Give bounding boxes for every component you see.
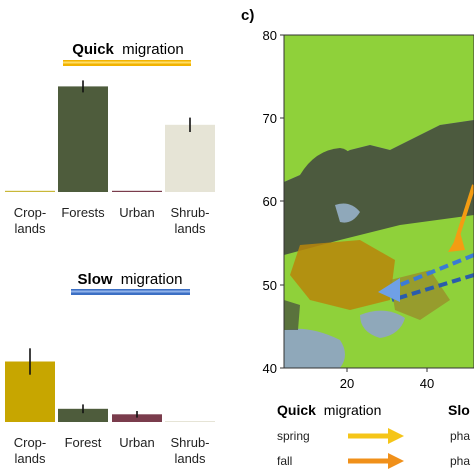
map-y-tick-label: 80 (263, 28, 277, 43)
slow-bar-1 (58, 408, 108, 422)
panel-c-label: c) (241, 7, 254, 24)
slow-tick-label-0: lands (14, 451, 46, 466)
slow-title-bold: Slow (78, 271, 113, 288)
map-black-sea (360, 310, 405, 338)
quick-arrow-head (448, 232, 465, 252)
slow-migration-chart: Slow migration Crop-lands Forest Urban Shru… (5, 271, 215, 466)
quick-tick-label-3: lands (174, 221, 206, 236)
quick-bar-0 (5, 190, 55, 192)
legend-quick-bold: Quick (277, 402, 316, 418)
quick-title-rest: migration (122, 41, 184, 58)
slow-title-rest: migration (121, 271, 183, 288)
quick-spring-arrow (453, 184, 474, 246)
slow-tick-label-2: Urban (119, 435, 154, 450)
quick-tick-label-2: Urban (119, 205, 154, 220)
slow-tick-label-3: lands (174, 451, 206, 466)
slow-arrow-head (378, 278, 400, 302)
slow-bar-3 (165, 421, 215, 422)
map-cropland-europe (290, 240, 395, 310)
migration-legend: Quick migration Slo spring pha fall pha (277, 402, 470, 469)
quick-bar-1 (58, 86, 108, 192)
map-y-tick-label: 70 (263, 111, 277, 126)
map-y-tick-label: 50 (263, 278, 277, 293)
quick-bar-3 (165, 124, 215, 192)
legend-label-spring: spring (277, 429, 310, 443)
quick-title-bar-highlight (63, 61, 191, 64)
map-x-tick-label: 20 (340, 376, 354, 391)
slow-title-bar-highlight (71, 290, 190, 293)
legend-arrowhead-fall (388, 453, 404, 469)
quick-tick-label-0: lands (14, 221, 46, 236)
legend-quick-title: Quick migration (277, 402, 381, 418)
legend-label-fall: fall (277, 454, 292, 468)
map-x-tick-label: 40 (420, 376, 434, 391)
quick-tick-label-0: Crop- (14, 205, 47, 220)
slow-arrow-upper (394, 253, 474, 289)
legend-arrowhead-spring (388, 428, 404, 444)
quick-bar-2 (112, 190, 162, 192)
map-panel: 80 70 60 50 40 20 40 (263, 28, 474, 391)
map-y-tick-label: 60 (263, 194, 277, 209)
quick-title-bold: Quick (72, 41, 114, 58)
slow-bar-2 (112, 414, 162, 422)
legend-slow-title-partial: Slo (448, 402, 470, 418)
map-scandinavia (299, 148, 353, 212)
slow-arrow-lower (391, 273, 474, 302)
map-mediterranean (284, 328, 345, 368)
legend-right-text-0: pha (450, 429, 470, 443)
legend-quick-rest: migration (324, 402, 382, 418)
quick-migration-chart: Quick migration Crop-lands Forests Urban Sh… (5, 41, 215, 236)
map-arctic-land (284, 35, 474, 182)
slow-chart-title: Slow migration (78, 271, 183, 288)
slow-tick-label-3: Shrub- (170, 435, 209, 450)
slow-tick-label-1: Forest (65, 435, 102, 450)
quick-chart-title: Quick migration (72, 41, 184, 58)
quick-tick-label-1: Forests (61, 205, 105, 220)
quick-tick-label-3: Shrub- (170, 205, 209, 220)
map-y-tick-label: 40 (263, 361, 277, 376)
legend-right-text-1: pha (450, 454, 470, 468)
slow-tick-label-0: Crop- (14, 435, 47, 450)
map-baltic-sea (335, 203, 360, 223)
map-iberia (284, 300, 300, 330)
